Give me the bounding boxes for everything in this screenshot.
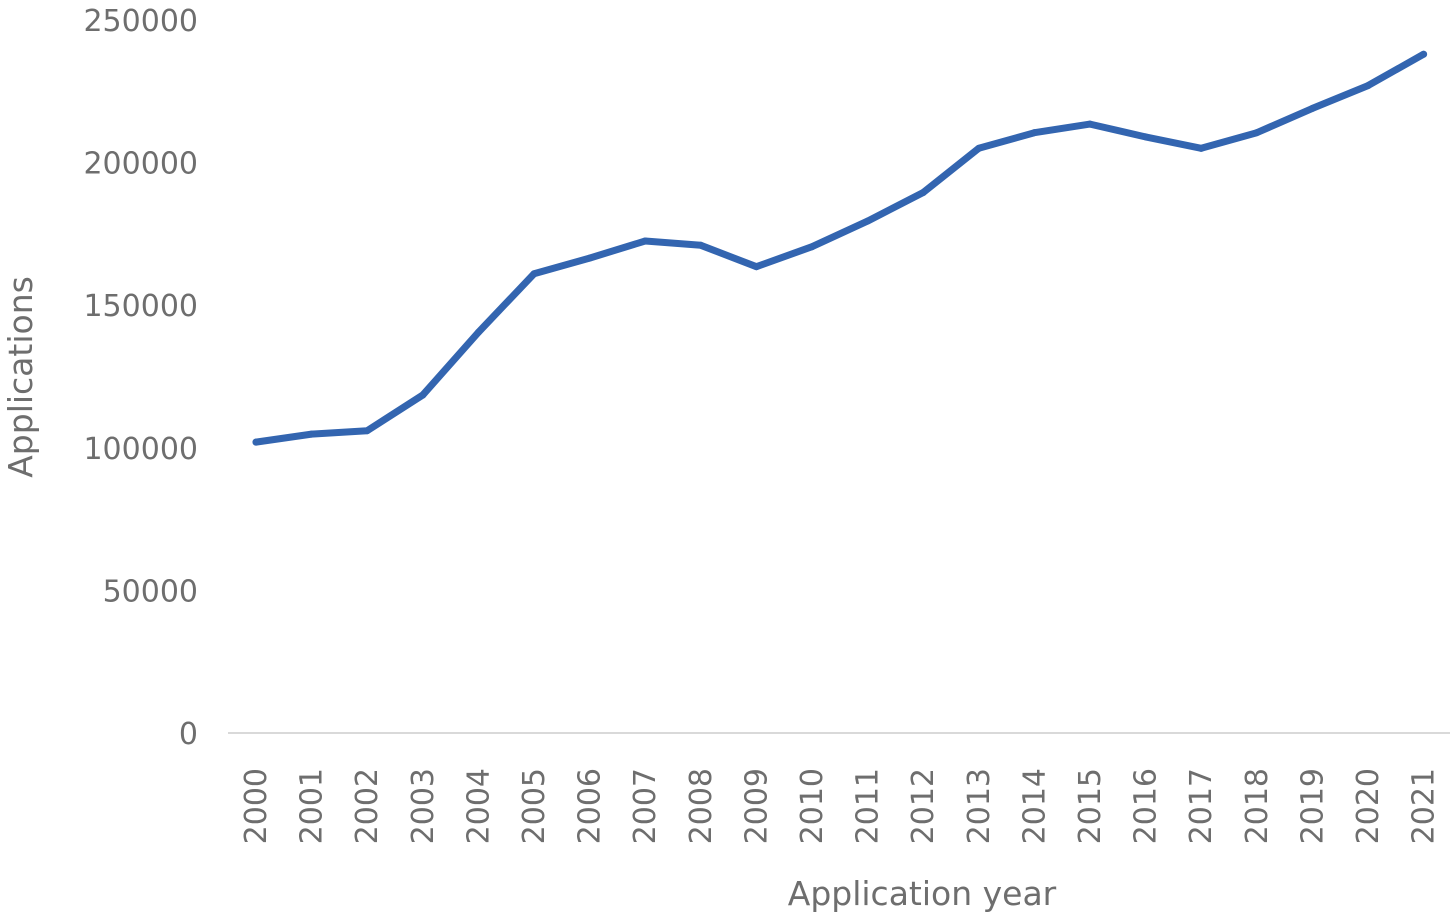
x-tick-label: 2006: [573, 768, 608, 844]
data-point: [642, 238, 649, 245]
x-tick-label: 2011: [851, 768, 886, 844]
y-tick-label: 250000: [83, 4, 198, 39]
data-point: [475, 329, 482, 336]
y-tick-label: 50000: [103, 574, 198, 609]
data-point: [1253, 129, 1260, 136]
x-tick-label: 2017: [1184, 768, 1219, 844]
x-tick-label: 2010: [795, 768, 830, 844]
x-axis-tick-labels: 2000 2001 2002 2003 2004 2005 2006 2007 2008 2009…: [239, 768, 1442, 844]
data-point: [1420, 51, 1427, 58]
x-tick-label: 2005: [517, 768, 552, 844]
y-tick-label: 200000: [83, 147, 198, 182]
data-point: [1142, 133, 1149, 140]
y-axis-tick-labels: 0 50000 100000 150000 200000 250000: [83, 4, 198, 752]
x-tick-label: 2000: [239, 768, 274, 844]
y-tick-label: 0: [179, 717, 198, 752]
data-point: [864, 218, 871, 225]
data-point: [419, 392, 426, 399]
data-point: [253, 439, 260, 446]
data-point: [920, 189, 927, 196]
data-point: [809, 243, 816, 250]
data-point: [1087, 121, 1094, 128]
x-tick-label: 2018: [1240, 768, 1275, 844]
x-tick-label: 2020: [1351, 768, 1386, 844]
y-axis-title: Applications: [1, 276, 40, 478]
y-tick-label: 150000: [83, 289, 198, 324]
data-point: [308, 431, 315, 438]
data-point: [1031, 129, 1038, 136]
x-tick-label: 2012: [906, 768, 941, 844]
x-tick-label: 2021: [1407, 768, 1442, 844]
x-tick-label: 2004: [461, 768, 496, 844]
x-tick-label: 2014: [1017, 768, 1052, 844]
x-axis-title: Application year: [788, 874, 1057, 913]
x-tick-label: 2002: [350, 768, 385, 844]
data-point: [697, 242, 704, 249]
x-tick-label: 2007: [628, 768, 663, 844]
x-tick-label: 2016: [1129, 768, 1164, 844]
x-tick-label: 2015: [1073, 768, 1108, 844]
x-tick-label: 2008: [684, 768, 719, 844]
data-point: [1198, 145, 1205, 152]
data-point: [1309, 105, 1316, 112]
x-tick-label: 2001: [295, 768, 330, 844]
data-point: [364, 427, 371, 434]
x-tick-label: 2013: [962, 768, 997, 844]
data-point: [753, 263, 760, 270]
x-tick-label: 2019: [1295, 768, 1330, 844]
x-tick-label: 2009: [739, 768, 774, 844]
data-point: [531, 270, 538, 277]
y-tick-label: 100000: [83, 432, 198, 467]
series-line: [256, 54, 1424, 442]
data-point: [586, 255, 593, 262]
data-point: [1365, 82, 1372, 89]
data-point: [975, 145, 982, 152]
x-tick-label: 2003: [406, 768, 441, 844]
